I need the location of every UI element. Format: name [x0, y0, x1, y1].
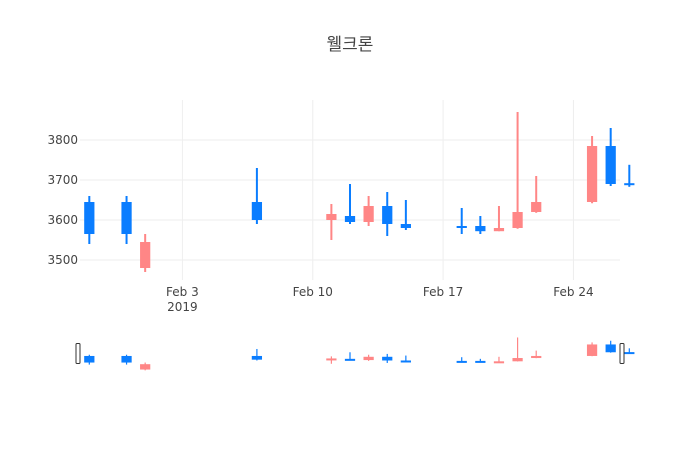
- candle-body: [251, 202, 263, 220]
- slider-candle-body: [475, 360, 486, 363]
- slider-candle-body: [400, 360, 411, 363]
- slider-candle: [140, 362, 151, 371]
- candle: [456, 208, 467, 234]
- slider-candle-body: [363, 356, 374, 361]
- slider-candle-body: [512, 358, 523, 362]
- slider-candle: [382, 353, 393, 363]
- candle: [493, 206, 505, 232]
- candle-body: [493, 228, 505, 232]
- candles: [84, 112, 635, 272]
- candle-body: [344, 216, 356, 222]
- x-tick-label: Feb 24: [553, 285, 593, 299]
- candle: [475, 216, 486, 234]
- x-tick-label: Feb 10: [293, 285, 333, 299]
- candle: [121, 196, 132, 244]
- slider-candle: [400, 355, 411, 363]
- grid-lines: [80, 100, 620, 280]
- candle-body: [84, 202, 95, 234]
- range-slider-left-handle[interactable]: [75, 343, 81, 364]
- slider-candle: [84, 354, 95, 365]
- y-tick-label: 3700: [47, 173, 78, 187]
- slider-candle-body: [493, 361, 505, 364]
- slider-candle-body: [624, 352, 635, 355]
- slider-candle-body: [456, 360, 467, 363]
- candle: [251, 168, 263, 224]
- candle-body: [140, 242, 151, 268]
- slider-candle-body: [531, 355, 542, 359]
- slider-candle: [363, 354, 374, 361]
- candle: [531, 176, 542, 213]
- y-tick-label: 3600: [47, 213, 78, 227]
- candle: [624, 164, 635, 187]
- candle-body: [363, 206, 374, 222]
- slider-candle: [344, 352, 356, 361]
- slider-candle: [121, 354, 132, 365]
- range-slider[interactable]: [75, 337, 635, 371]
- candle-body: [382, 206, 393, 224]
- slider-candle: [624, 348, 635, 355]
- slider-candle: [456, 357, 467, 363]
- y-tick-label: 3500: [47, 253, 78, 267]
- slider-candle-body: [605, 344, 616, 353]
- candle-body: [605, 146, 616, 184]
- slider-candle: [531, 350, 542, 359]
- candle: [140, 234, 151, 272]
- slider-candle-body: [84, 355, 95, 363]
- x-year-label: 2019: [167, 300, 198, 314]
- slider-candle: [493, 356, 505, 364]
- slider-candle: [251, 348, 263, 361]
- candle: [382, 192, 393, 236]
- slider-candle: [326, 356, 337, 364]
- candle: [400, 200, 411, 230]
- y-tick-label: 3800: [47, 133, 78, 147]
- candle-body: [512, 212, 523, 228]
- slider-candle-body: [121, 355, 132, 363]
- y-axis-ticks: 3500 3600 3700 3800: [47, 133, 78, 267]
- candle: [326, 204, 337, 240]
- candle: [512, 112, 523, 229]
- slider-candle-body: [344, 358, 356, 361]
- x-tick-label: Feb 3: [166, 285, 199, 299]
- candle: [84, 196, 95, 244]
- slider-candle: [586, 342, 598, 357]
- candle: [586, 136, 598, 204]
- slider-candle-body: [251, 355, 263, 360]
- slider-candle-body: [382, 356, 393, 361]
- slider-candle: [512, 337, 523, 362]
- candle: [605, 128, 616, 186]
- candle-body: [400, 224, 411, 228]
- slider-candle: [605, 340, 616, 353]
- slider-candle-body: [586, 344, 598, 356]
- candle: [363, 196, 374, 226]
- chart-title: 웰크론: [327, 35, 374, 55]
- candle-body: [531, 202, 542, 212]
- candle-body: [586, 146, 598, 202]
- slider-candle-body: [326, 358, 337, 361]
- candle-body: [326, 214, 337, 220]
- range-slider-right-handle[interactable]: [619, 343, 625, 364]
- candle-body: [475, 226, 486, 232]
- x-tick-label: Feb 17: [423, 285, 463, 299]
- candle-body: [624, 183, 635, 186]
- candle-body: [121, 202, 132, 234]
- candle: [344, 184, 356, 224]
- slider-candle: [475, 358, 486, 363]
- slider-candle-body: [140, 364, 151, 370]
- candle-body: [456, 226, 467, 228]
